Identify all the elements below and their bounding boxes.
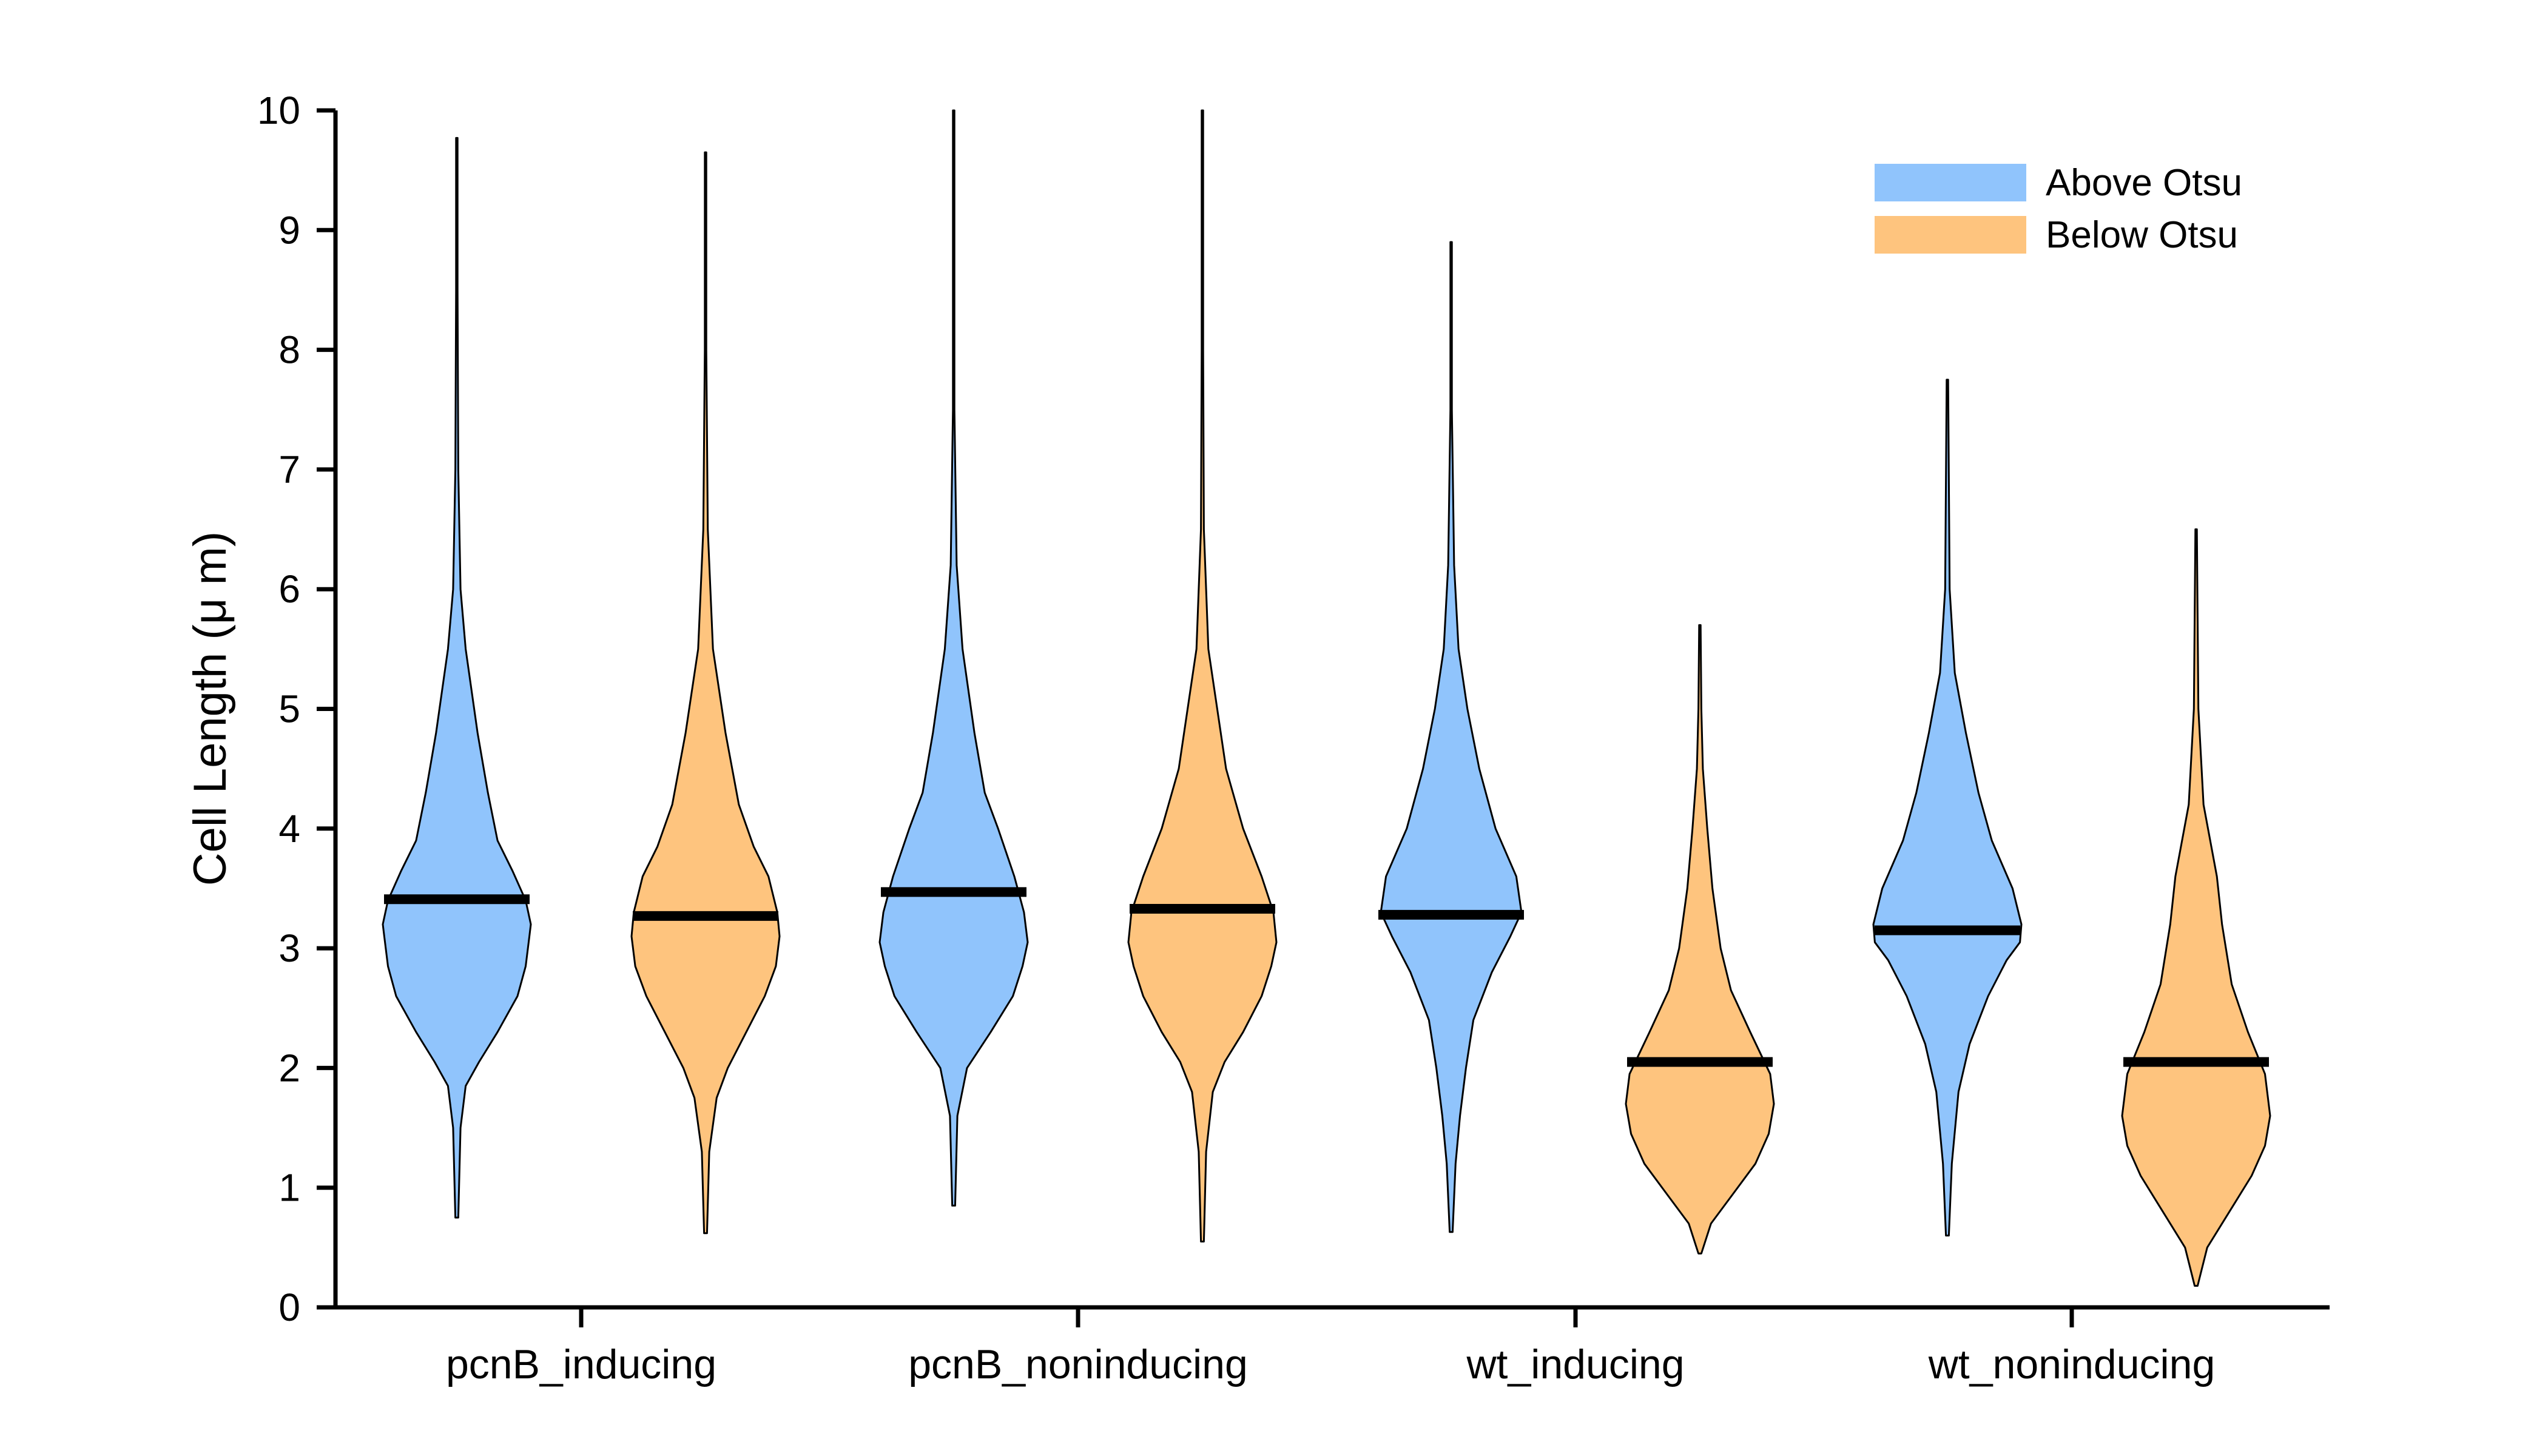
legend-swatch [1875, 164, 2026, 201]
medians-layer [384, 887, 2269, 1067]
violin-wt_inducing-above [1380, 241, 1523, 1233]
y-tick-label: 7 [278, 448, 300, 491]
violin-pcnB_inducing-below [630, 151, 781, 1235]
x-ticks: pcnB_inducing pcnB_noninducing wt_inducing… [446, 1307, 2215, 1387]
y-tick-label: 1 [278, 1166, 300, 1210]
y-tick-label: 4 [278, 807, 300, 851]
category-label: wt_noninducing [1928, 1341, 2216, 1387]
category-label: wt_inducing [1466, 1341, 1684, 1387]
y-tick-label: 3 [278, 926, 300, 970]
y-ticks: 0 1 2 3 4 5 6 7 8 9 10 [257, 89, 335, 1329]
legend-label: Below Otsu [2046, 214, 2238, 256]
y-axis-title: Cell Length (μ m) [184, 531, 236, 886]
y-tick-label: 6 [278, 567, 300, 611]
y-tick-label: 9 [278, 208, 300, 252]
violin-pcnB_inducing-above [382, 136, 532, 1219]
category-label: pcnB_inducing [446, 1341, 716, 1387]
category-label: pcnB_noninducing [908, 1341, 1248, 1387]
legend: Above Otsu Below Otsu [1875, 162, 2242, 256]
axes [333, 110, 2330, 1310]
y-tick-label: 5 [278, 687, 300, 731]
y-tick-label: 0 [278, 1286, 300, 1329]
violin-pcnB_noninducing-above [878, 109, 1029, 1207]
y-tick-label: 8 [278, 328, 300, 372]
legend-label: Above Otsu [2046, 162, 2242, 204]
violin-wt_noninducing-above [1872, 379, 2023, 1237]
violin-wt_noninducing-below [2121, 528, 2271, 1287]
y-tick-label: 10 [257, 89, 300, 132]
legend-swatch [1875, 216, 2026, 254]
violins-layer [382, 109, 2271, 1287]
y-tick-label: 2 [278, 1046, 300, 1090]
violin-pcnB_noninducing-below [1127, 109, 1278, 1242]
violin-wt_inducing-below [1625, 624, 1775, 1255]
